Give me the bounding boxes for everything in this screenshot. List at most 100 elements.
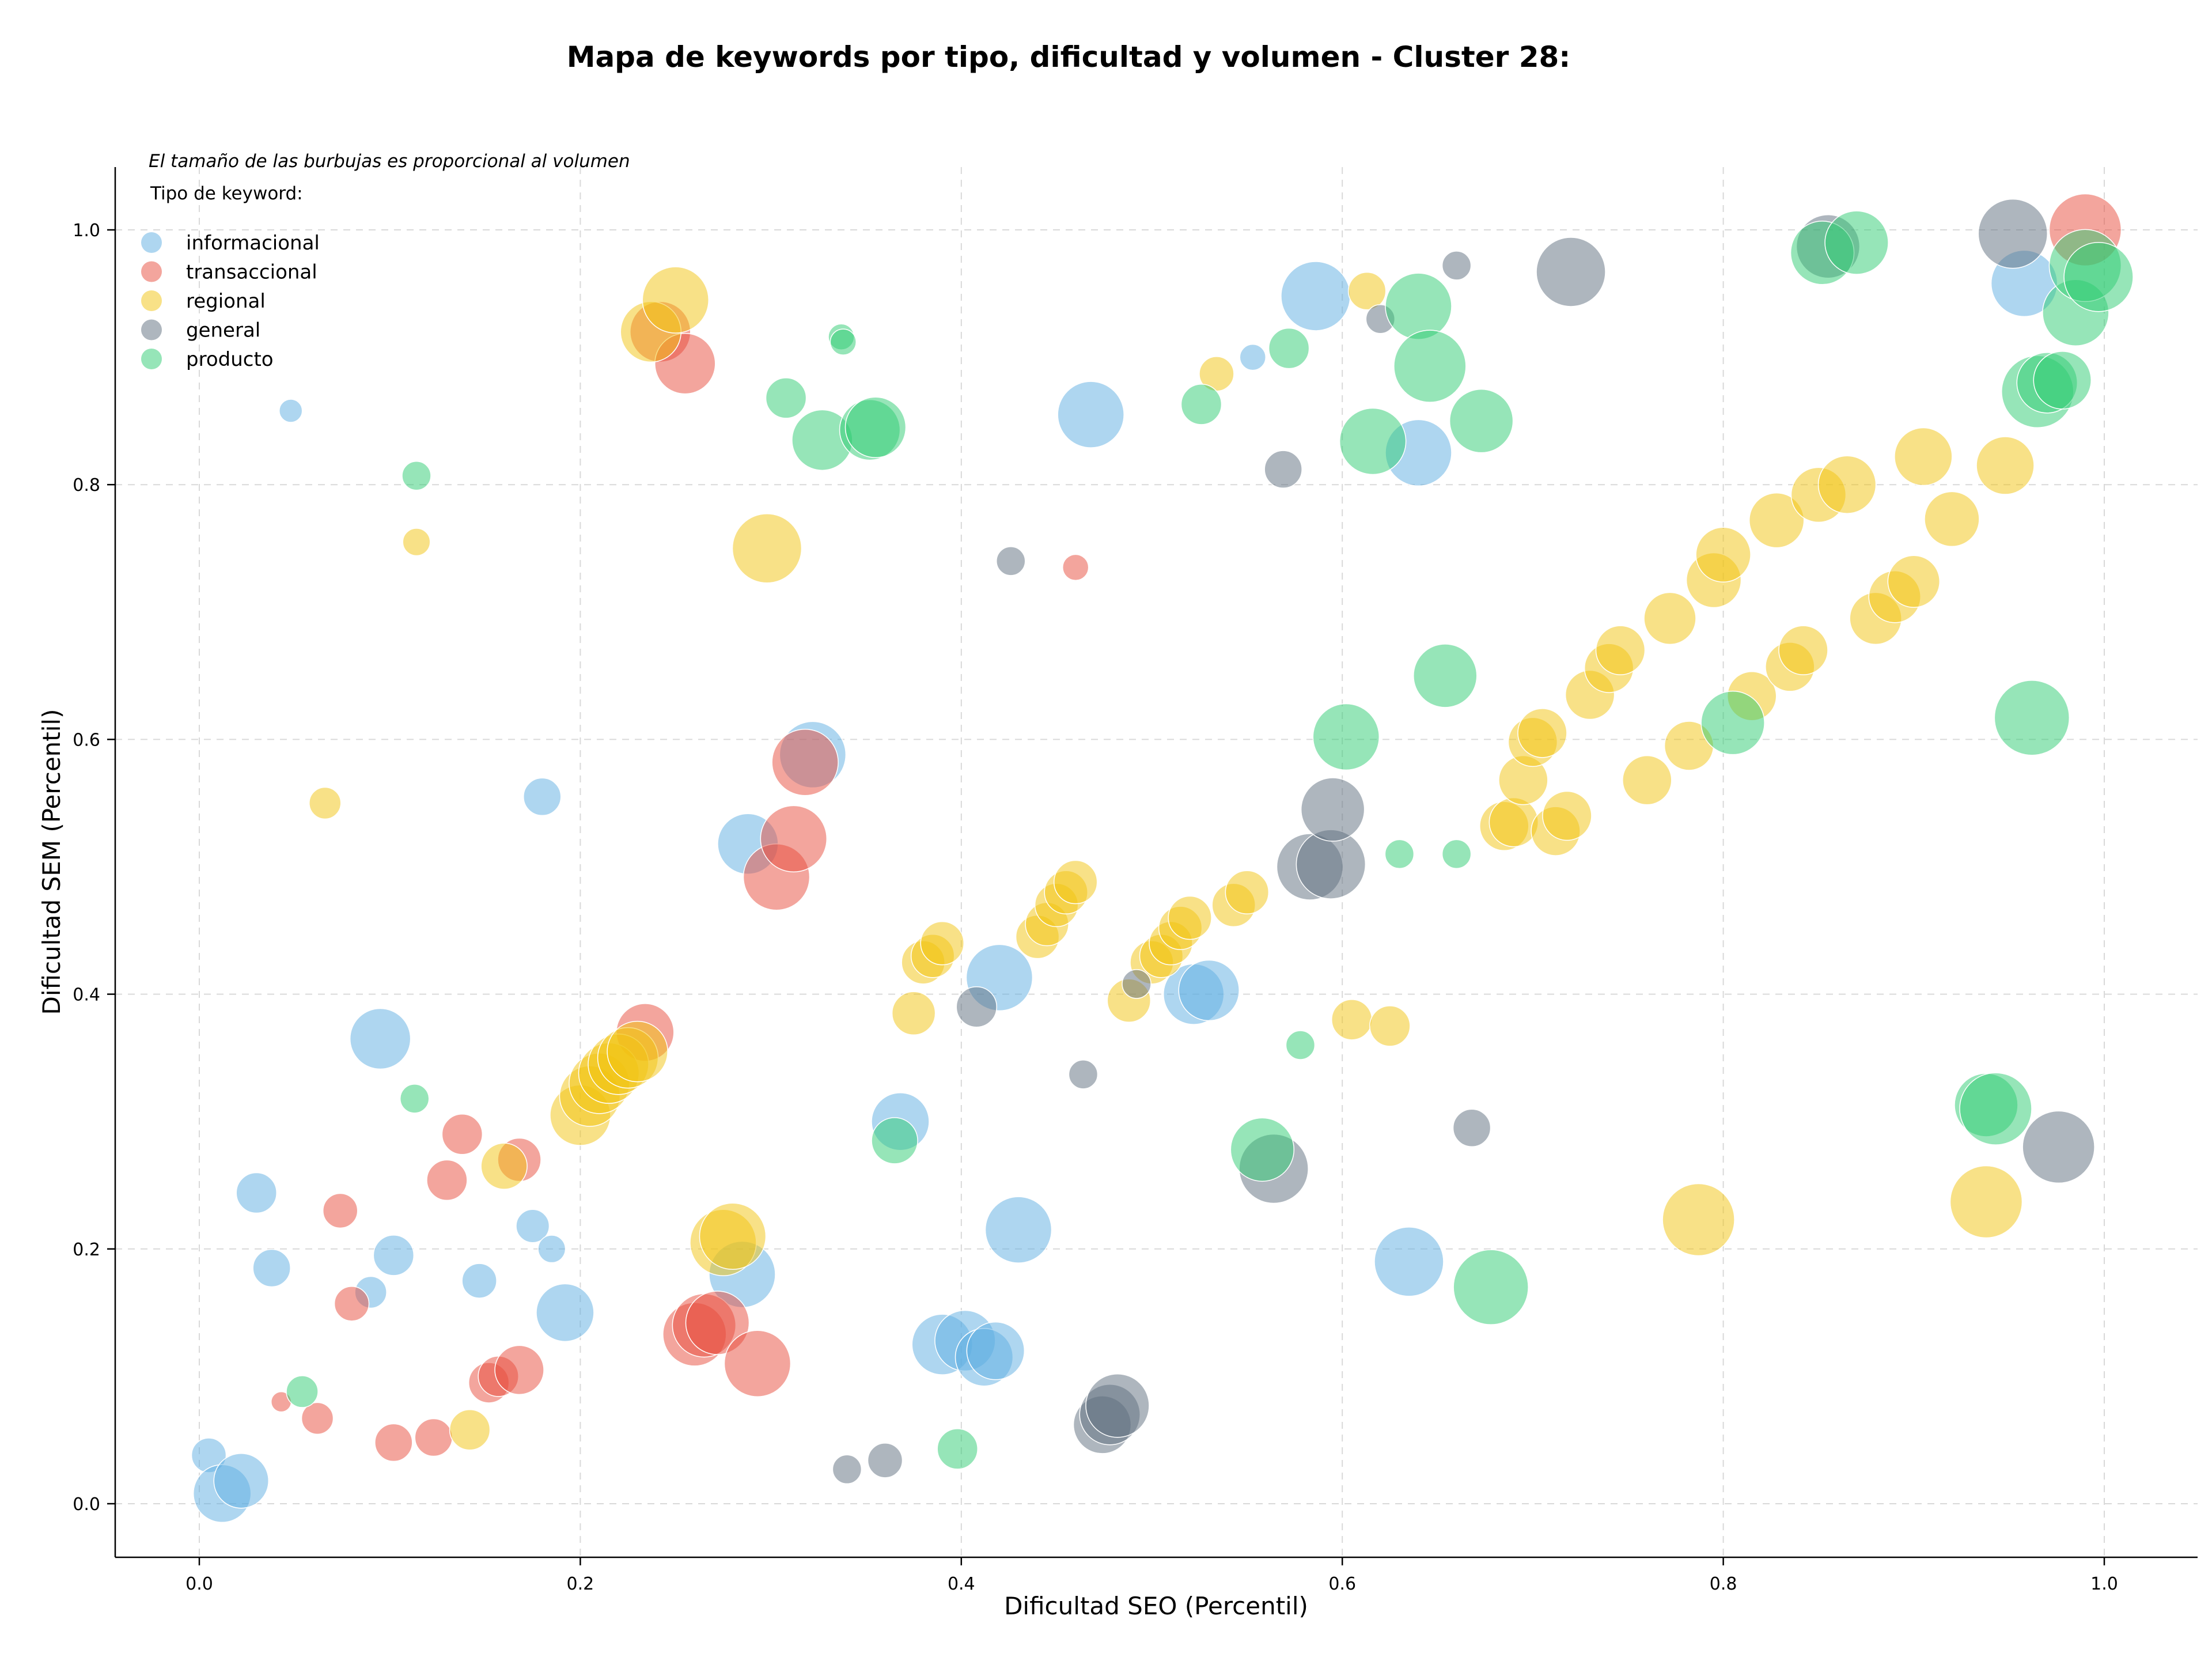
bubble-informacional <box>461 1263 497 1299</box>
bubble-general <box>1122 969 1152 999</box>
bubble-informacional <box>537 1235 566 1263</box>
bubble-regional <box>1053 860 1098 905</box>
legend-marker <box>141 349 162 369</box>
bubble-regional <box>449 1409 491 1451</box>
bubble-regional <box>1662 1183 1735 1257</box>
bubble-producto <box>1393 330 1467 403</box>
bubble-producto <box>2063 242 2134 312</box>
bubble-informacional <box>213 1452 270 1509</box>
bubble-general <box>1085 1374 1150 1438</box>
x-axis-label: Dificultad SEO (Percentil) <box>1004 1592 1308 1620</box>
legend-item-general: general <box>141 319 260 342</box>
bubble-informacional <box>1057 381 1124 448</box>
bubble-regional <box>1488 797 1539 847</box>
legend-label: transaccional <box>186 261 317 284</box>
bubble-producto <box>1230 1117 1295 1182</box>
bubble-informacional <box>516 1209 550 1243</box>
legend-note: El tamaño de las burbujas es proporciona… <box>149 151 630 172</box>
bubble-producto <box>399 1084 430 1114</box>
x-tick-label: 0.8 <box>1710 1574 1737 1594</box>
legend-item-transaccional: transaccional <box>141 261 317 284</box>
legend-item-producto: producto <box>141 348 274 371</box>
bubble-general <box>1978 198 2048 269</box>
bubble-informacional <box>523 777 562 816</box>
bubble-transaccional <box>374 1423 413 1462</box>
bubble-regional <box>1748 492 1805 548</box>
bubble-regional <box>1949 1165 2023 1239</box>
bubble-regional <box>1542 790 1592 841</box>
bubble-informacional <box>1239 343 1267 371</box>
grid-lines <box>115 167 2198 1557</box>
bubble-informacional <box>966 1321 1025 1380</box>
legend: El tamaño de las burbujas es proporciona… <box>141 151 630 371</box>
bubble-producto <box>1824 210 1889 275</box>
bubble-transaccional <box>760 805 828 873</box>
bubble-producto <box>765 377 807 419</box>
x-tick-label: 0.0 <box>185 1574 213 1594</box>
legend-title: Tipo de keyword: <box>150 183 303 204</box>
bubble-transaccional <box>1062 554 1089 581</box>
bubble-transaccional <box>685 1291 750 1355</box>
bubble-regional <box>732 513 802 584</box>
bubble-transaccional <box>414 1418 453 1457</box>
chart-title: Mapa de keywords por tipo, dificultad y … <box>567 40 1571 74</box>
bubble-transaccional <box>724 1330 791 1398</box>
y-tick-label: 0.4 <box>73 985 100 1005</box>
bubble-producto <box>1441 839 1472 869</box>
bubble-informacional <box>536 1283 594 1342</box>
bubble-general <box>956 986 998 1028</box>
bubble-general <box>1452 1108 1491 1148</box>
bubble-producto <box>937 1428 978 1470</box>
bubble-producto <box>1385 273 1452 340</box>
bubble-transaccional <box>322 1193 358 1229</box>
legend-marker <box>141 319 162 340</box>
bubble-general <box>1441 251 1472 281</box>
bubble-producto <box>871 1117 918 1164</box>
bubble-producto <box>2033 351 2092 410</box>
bubble-producto <box>1180 384 1222 425</box>
series-informacional <box>191 249 2058 1523</box>
bubble-regional <box>1622 755 1672 805</box>
bubble-regional <box>402 528 431 557</box>
bubble-informacional <box>278 399 303 423</box>
bubble-producto <box>1384 839 1415 869</box>
y-axis-label: Dificultad SEM (Percentil) <box>37 709 66 1015</box>
legend-items: informacional transaccional regional genera… <box>141 232 320 371</box>
bubble-regional <box>1517 708 1567 758</box>
bubble-producto <box>1339 407 1407 475</box>
bubble-regional <box>1225 870 1270 914</box>
bubble-regional <box>920 921 964 966</box>
bubble-general <box>832 1454 862 1485</box>
bubble-general <box>1068 1060 1099 1089</box>
bubble-transaccional <box>334 1286 370 1322</box>
bubble-informacional <box>236 1172 277 1214</box>
bubble-producto <box>1312 703 1380 771</box>
bubble-regional <box>1369 1005 1411 1047</box>
bubble-informacional <box>252 1248 291 1288</box>
bubble-producto <box>1449 388 1514 453</box>
legend-item-regional: regional <box>141 290 266 313</box>
bubble-regional <box>1695 527 1751 583</box>
legend-marker <box>141 232 162 253</box>
bubble-producto <box>286 1375 319 1408</box>
bubble-layer <box>191 193 2134 1523</box>
x-tick-label: 0.4 <box>948 1574 975 1594</box>
series-regional <box>309 266 2035 1451</box>
bubble-regional <box>1595 625 1646 675</box>
series-producto <box>286 210 2134 1470</box>
legend-marker <box>141 290 162 311</box>
bubble-producto <box>1453 1249 1529 1325</box>
axis-ticks: 0.0 0.2 0.4 0.6 0.8 1.0 0.0 0.2 0.4 0.6 0.8 1.0 <box>73 221 2118 1594</box>
bubble-regional <box>1778 625 1828 675</box>
legend-label: regional <box>186 290 266 313</box>
bubble-general <box>867 1443 903 1478</box>
bubble-informacional <box>349 1008 411 1070</box>
bubble-informacional <box>1281 261 1351 331</box>
bubble-informacional <box>1374 1227 1444 1297</box>
bubble-informacional <box>373 1235 415 1276</box>
bubble-producto <box>1413 644 1478 708</box>
legend-item-informacional: informacional <box>141 232 320 255</box>
bubble-regional <box>607 1020 668 1083</box>
legend-marker <box>141 261 162 282</box>
bubble-regional <box>1887 555 1941 608</box>
